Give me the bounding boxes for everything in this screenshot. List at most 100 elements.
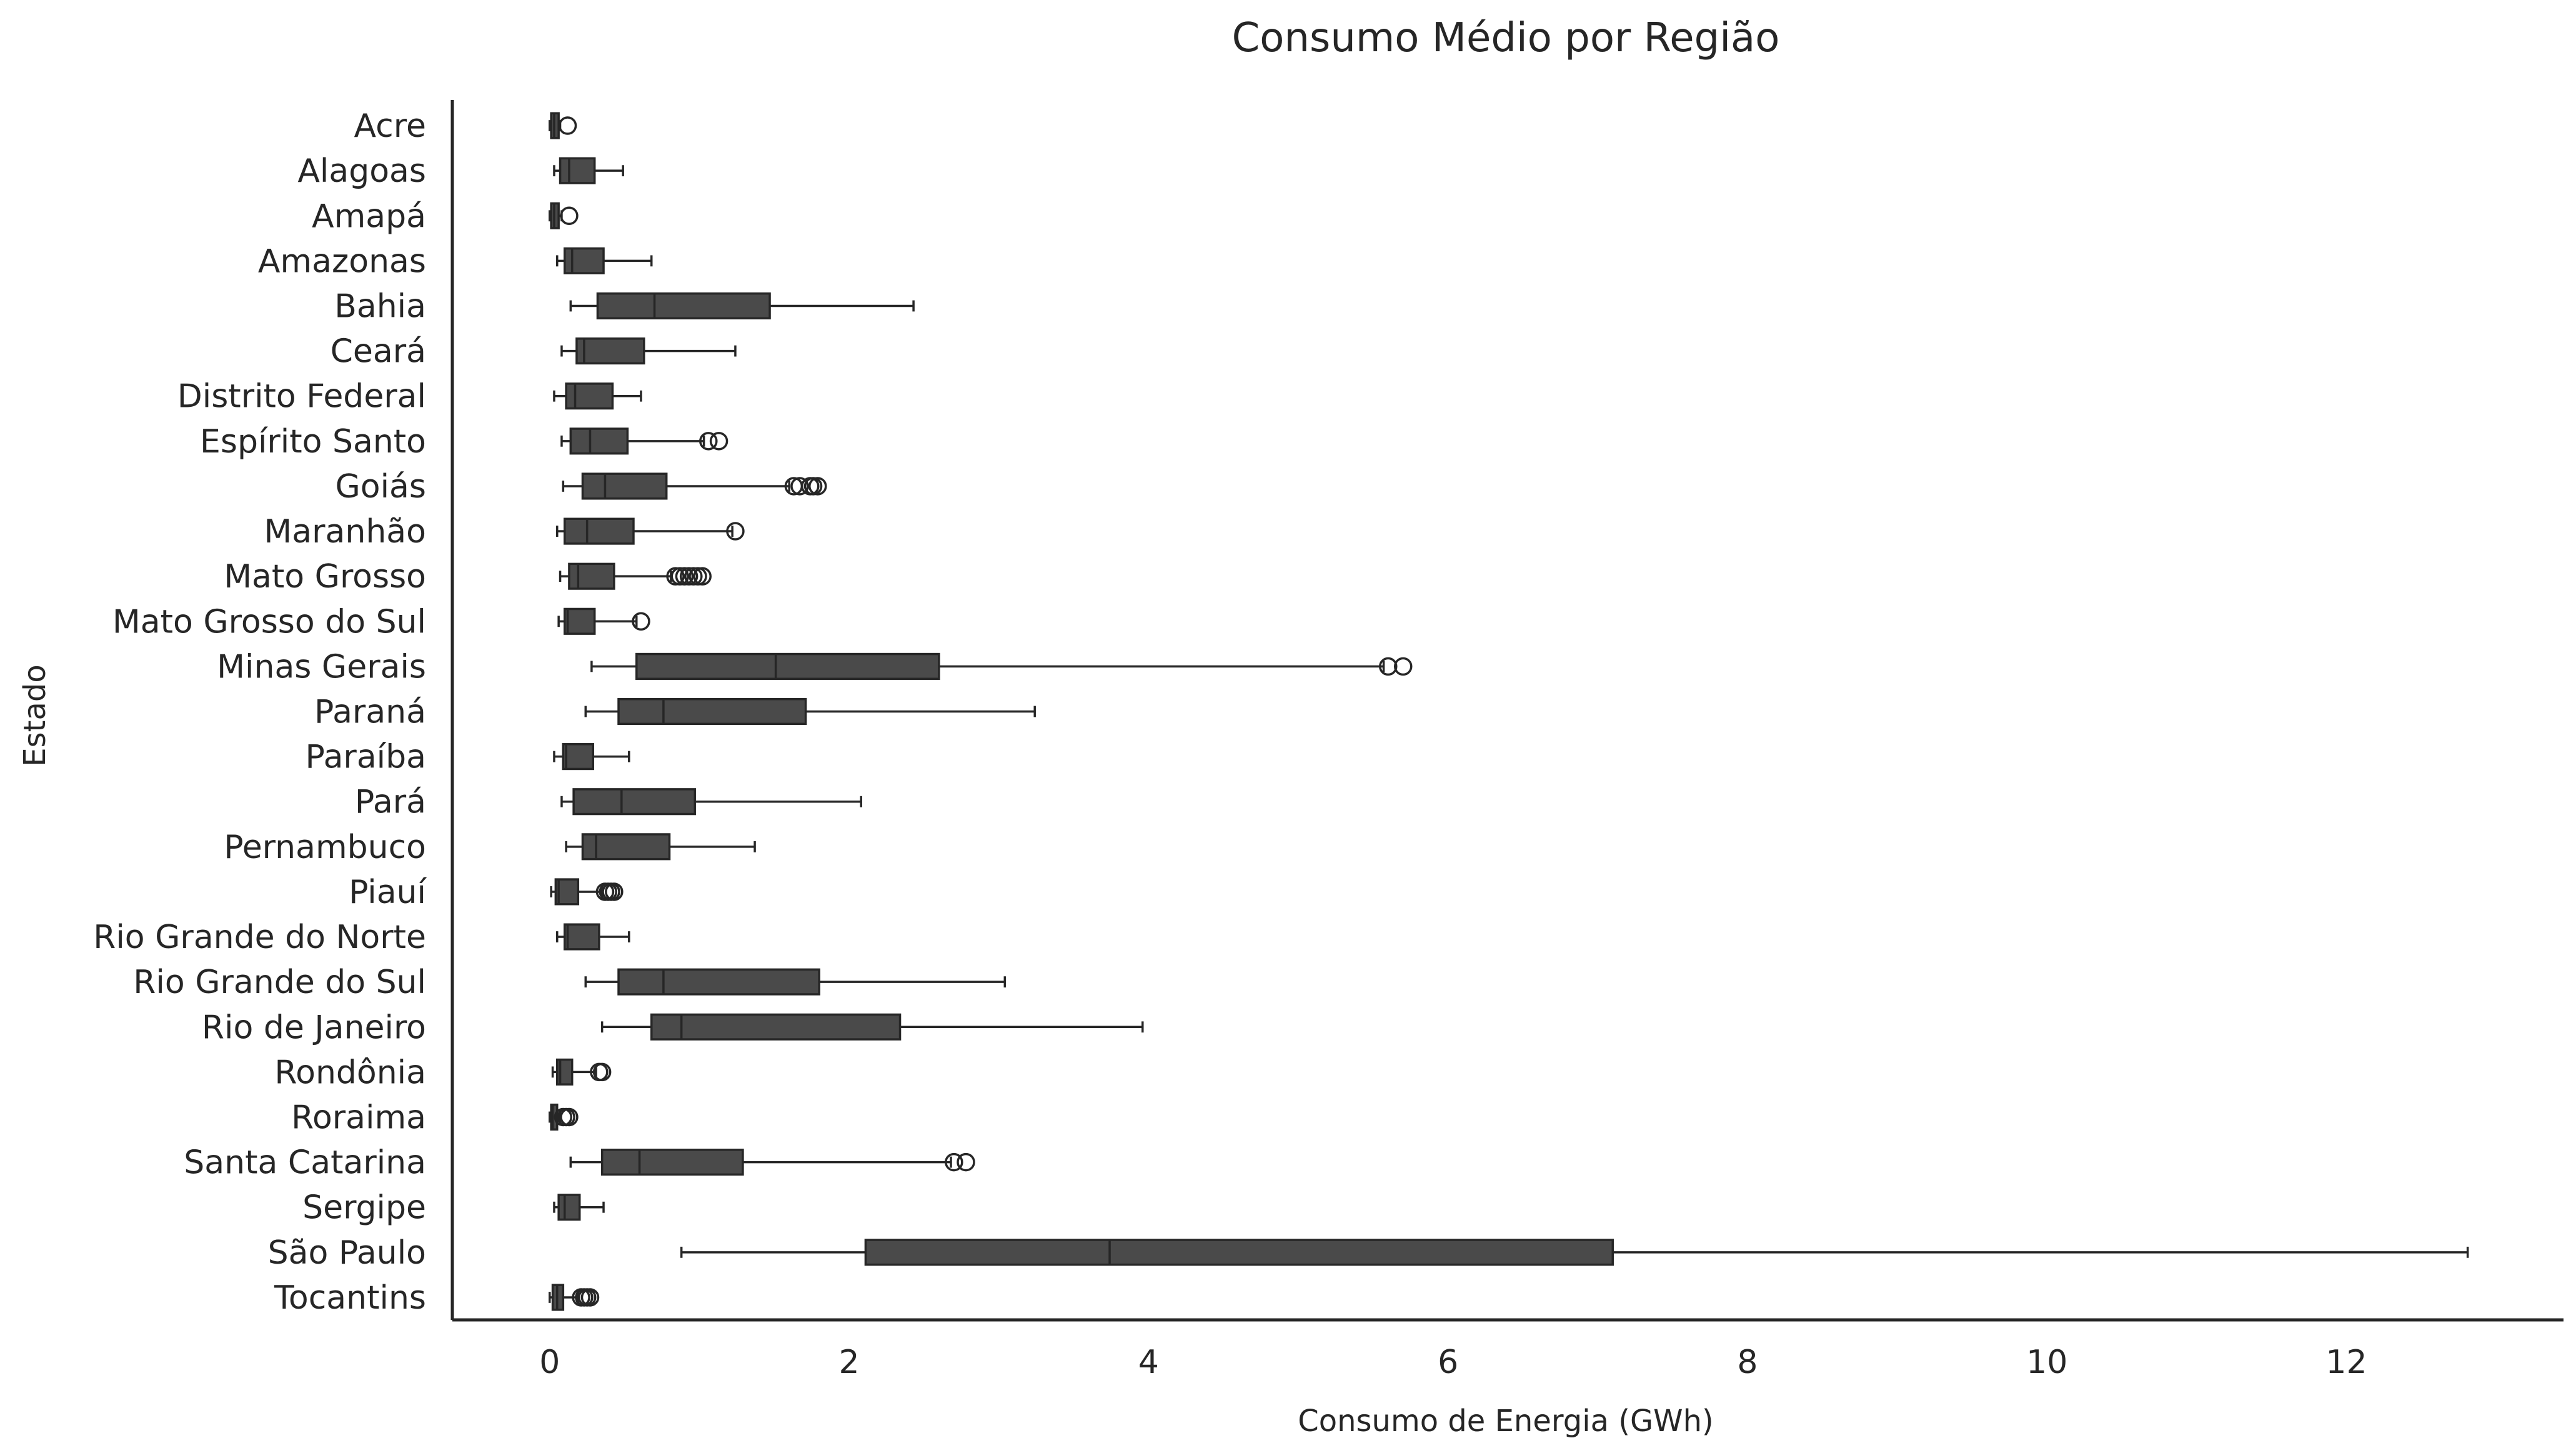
y-tick-label: Espírito Santo [200, 423, 426, 461]
x-tick-label: 6 [1438, 1344, 1458, 1381]
box-sergipe [553, 1194, 605, 1221]
box-rio-de-janeiro [600, 1013, 1144, 1041]
y-tick-label: Rio Grande do Sul [133, 964, 426, 1001]
box-iqr [596, 292, 771, 320]
outlier-point [945, 1152, 963, 1172]
y-tick-label: São Paulo [268, 1234, 426, 1272]
y-tick-label: Pará [355, 784, 426, 821]
y-tick-label: Rondônia [274, 1054, 426, 1091]
box-amazonas [556, 247, 653, 274]
y-tick-label: Paraíba [306, 739, 426, 776]
y-tick-label: Piauí [349, 874, 427, 911]
y-tick-label: Rio Grande do Norte [93, 919, 426, 956]
outlier-point [605, 882, 624, 901]
box-rio-grande-do-sul [584, 968, 1007, 996]
box-iqr [569, 427, 629, 455]
outlier-point [666, 567, 685, 586]
outlier-point [558, 116, 577, 135]
box-alagoas [553, 157, 624, 184]
y-tick-label: Acre [354, 107, 426, 145]
box-acre [549, 112, 577, 139]
box-iqr [563, 923, 600, 951]
x-tick-label: 4 [1138, 1344, 1159, 1381]
y-tick-label: Minas Gerais [217, 648, 426, 686]
outlier-point [689, 567, 707, 586]
outlier-point [675, 567, 694, 586]
box-rio-grande-do-norte [556, 923, 630, 951]
outlier-point [699, 432, 718, 451]
box-iqr [581, 472, 668, 500]
box-iqr [864, 1239, 1614, 1266]
y-tick-label: Ceará [331, 333, 426, 371]
box-iqr [650, 1013, 902, 1041]
x-axis-label: Consumo de Energia (GWh) [1298, 1404, 1714, 1439]
outlier-point [808, 477, 827, 496]
box-parana [584, 697, 1036, 726]
x-tick-label: 10 [2026, 1344, 2067, 1381]
box-sao-paulo [680, 1239, 2469, 1266]
box-iqr [572, 788, 696, 816]
y-tick-label: Mato Grosso do Sul [112, 603, 426, 641]
box-bahia [569, 292, 915, 320]
box-minas-gerais [590, 652, 1413, 680]
outlier-point [632, 612, 650, 631]
box-iqr [617, 697, 807, 726]
outlier-point [790, 477, 809, 496]
box-maranhao [556, 517, 745, 545]
y-axis-label: Estado [17, 664, 52, 766]
plot-area [549, 112, 2469, 1311]
box-iqr [559, 157, 596, 184]
box-tocantins [549, 1284, 600, 1311]
box-iqr [563, 517, 635, 545]
outlier-point [592, 1062, 612, 1082]
box-paraiba [553, 743, 630, 771]
outlier-point [684, 567, 703, 586]
y-tick-label: Goiás [335, 468, 426, 506]
x-axis: 0 2 4 6 8 10 12 [452, 1318, 2564, 1381]
box-iqr [562, 743, 595, 771]
y-tick-label: Roraima [291, 1099, 426, 1137]
y-tick-label: Alagoas [297, 152, 426, 190]
box-iqr [568, 562, 615, 590]
box-goias [562, 472, 827, 500]
box-iqr [557, 1194, 581, 1221]
box-iqr [617, 968, 820, 996]
outlier-point [580, 1288, 600, 1307]
y-tick-label: Mato Grosso [224, 558, 426, 596]
chart-title: Consumo Médio por Região [1232, 15, 1780, 61]
box-distrito-federal [553, 382, 642, 410]
box-piaui [550, 878, 624, 906]
box-iqr [565, 382, 614, 410]
box-para [560, 788, 862, 816]
y-tick-label: Rio de Janeiro [202, 1009, 426, 1046]
y-tick-label: Bahia [334, 288, 426, 326]
box-santa-catarina [569, 1149, 975, 1176]
outlier-point [709, 432, 729, 451]
outlier-point [1379, 657, 1398, 676]
outlier-point [693, 567, 712, 586]
box-iqr [563, 247, 605, 274]
y-tick-label: Tocantins [274, 1279, 426, 1317]
outlier-point [560, 1107, 579, 1127]
box-amapa [549, 202, 579, 229]
box-mato-grosso-do-sul [557, 607, 650, 635]
outlier-point [957, 1152, 975, 1172]
box-pernambuco [565, 833, 756, 861]
box-rondonia [551, 1058, 612, 1086]
y-tick-label: Sergipe [302, 1189, 426, 1227]
box-espirito-santo [560, 427, 729, 455]
box-iqr [563, 607, 596, 635]
outlier-point [803, 477, 823, 496]
y-tick-label: Santa Catarina [184, 1144, 426, 1182]
outlier-point [726, 522, 745, 541]
x-tick-label: 2 [839, 1344, 860, 1381]
outlier-point [670, 567, 690, 586]
x-tick-label: 8 [1737, 1344, 1758, 1381]
outlier-point [560, 206, 579, 226]
y-tick-label: Maranhão [264, 513, 426, 551]
outlier-point [679, 567, 699, 586]
x-tick-label: 0 [539, 1344, 560, 1381]
y-tick-label: Distrito Federal [177, 378, 426, 416]
box-iqr [600, 1149, 744, 1176]
